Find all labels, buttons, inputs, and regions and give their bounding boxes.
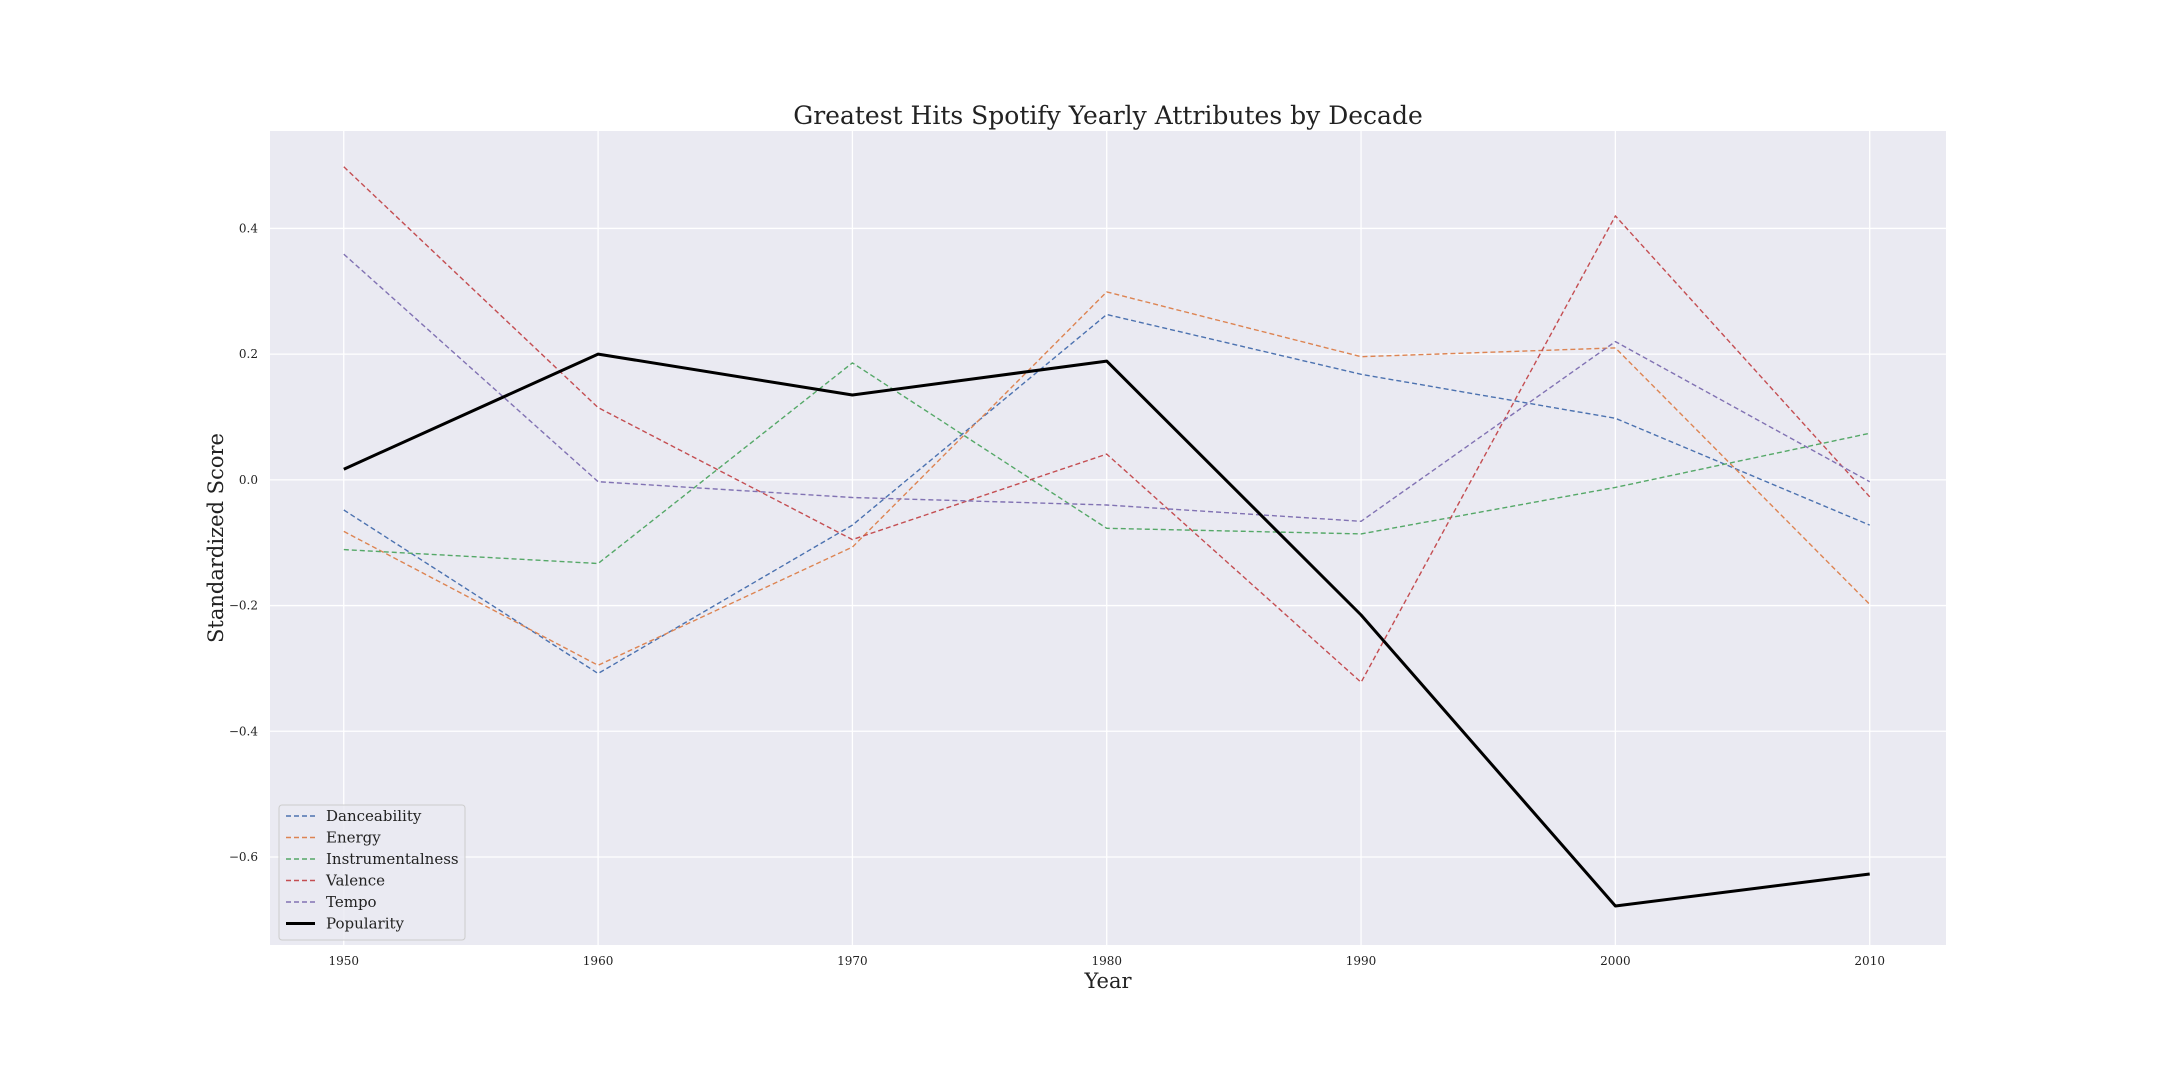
x-tick-label: 1950	[328, 954, 359, 968]
legend-items: Danceability Energy Instrumentalness Valenc…	[286, 807, 459, 933]
series-line-instrumentalness	[343, 362, 1870, 565]
x-tick-label: 2000	[1600, 954, 1631, 968]
legend: Danceability Energy Instrumentalness Valenc…	[278, 804, 466, 941]
series-line-popularity	[343, 352, 1870, 908]
tick-labels: 1950 1960 1970 1980 1990 2000 2010 −0.6 −0.4 −0.2…	[229, 221, 1885, 968]
y-tick-label: 0.4	[239, 221, 258, 235]
x-tick-label: 1960	[583, 954, 614, 968]
series-line-tempo	[343, 253, 1871, 522]
legend-label-danceability: Danceability	[326, 807, 422, 825]
legend-box	[278, 804, 466, 941]
y-tick-label: −0.4	[229, 724, 259, 738]
series-line-energy	[343, 291, 1871, 666]
legend-label-valence: Valence	[325, 872, 385, 890]
x-tick-label: 1980	[1091, 954, 1122, 968]
grid	[270, 131, 1946, 945]
x-tick-label: 2010	[1854, 954, 1885, 968]
legend-label-popularity: Popularity	[326, 915, 405, 933]
y-tick-label: 0.2	[239, 347, 258, 361]
y-tick-label: 0.0	[239, 473, 258, 487]
y-tick-label: −0.6	[229, 850, 258, 864]
chart-title: Greatest Hits Spotify Yearly Attributes …	[793, 101, 1423, 130]
legend-label-tempo: Tempo	[326, 893, 377, 911]
plot-area	[270, 131, 1946, 945]
y-axis-label: Standardized Score	[204, 433, 228, 643]
x-tick-label: 1970	[837, 954, 868, 968]
series-lines	[343, 166, 1871, 908]
legend-label-energy: Energy	[326, 829, 381, 847]
x-tick-label: 1990	[1346, 954, 1377, 968]
x-axis-label: Year	[1083, 969, 1132, 993]
legend-label-instrumentalness: Instrumentalness	[326, 850, 459, 868]
y-tick-label: −0.2	[229, 599, 258, 613]
series-line-valence	[343, 166, 1871, 683]
